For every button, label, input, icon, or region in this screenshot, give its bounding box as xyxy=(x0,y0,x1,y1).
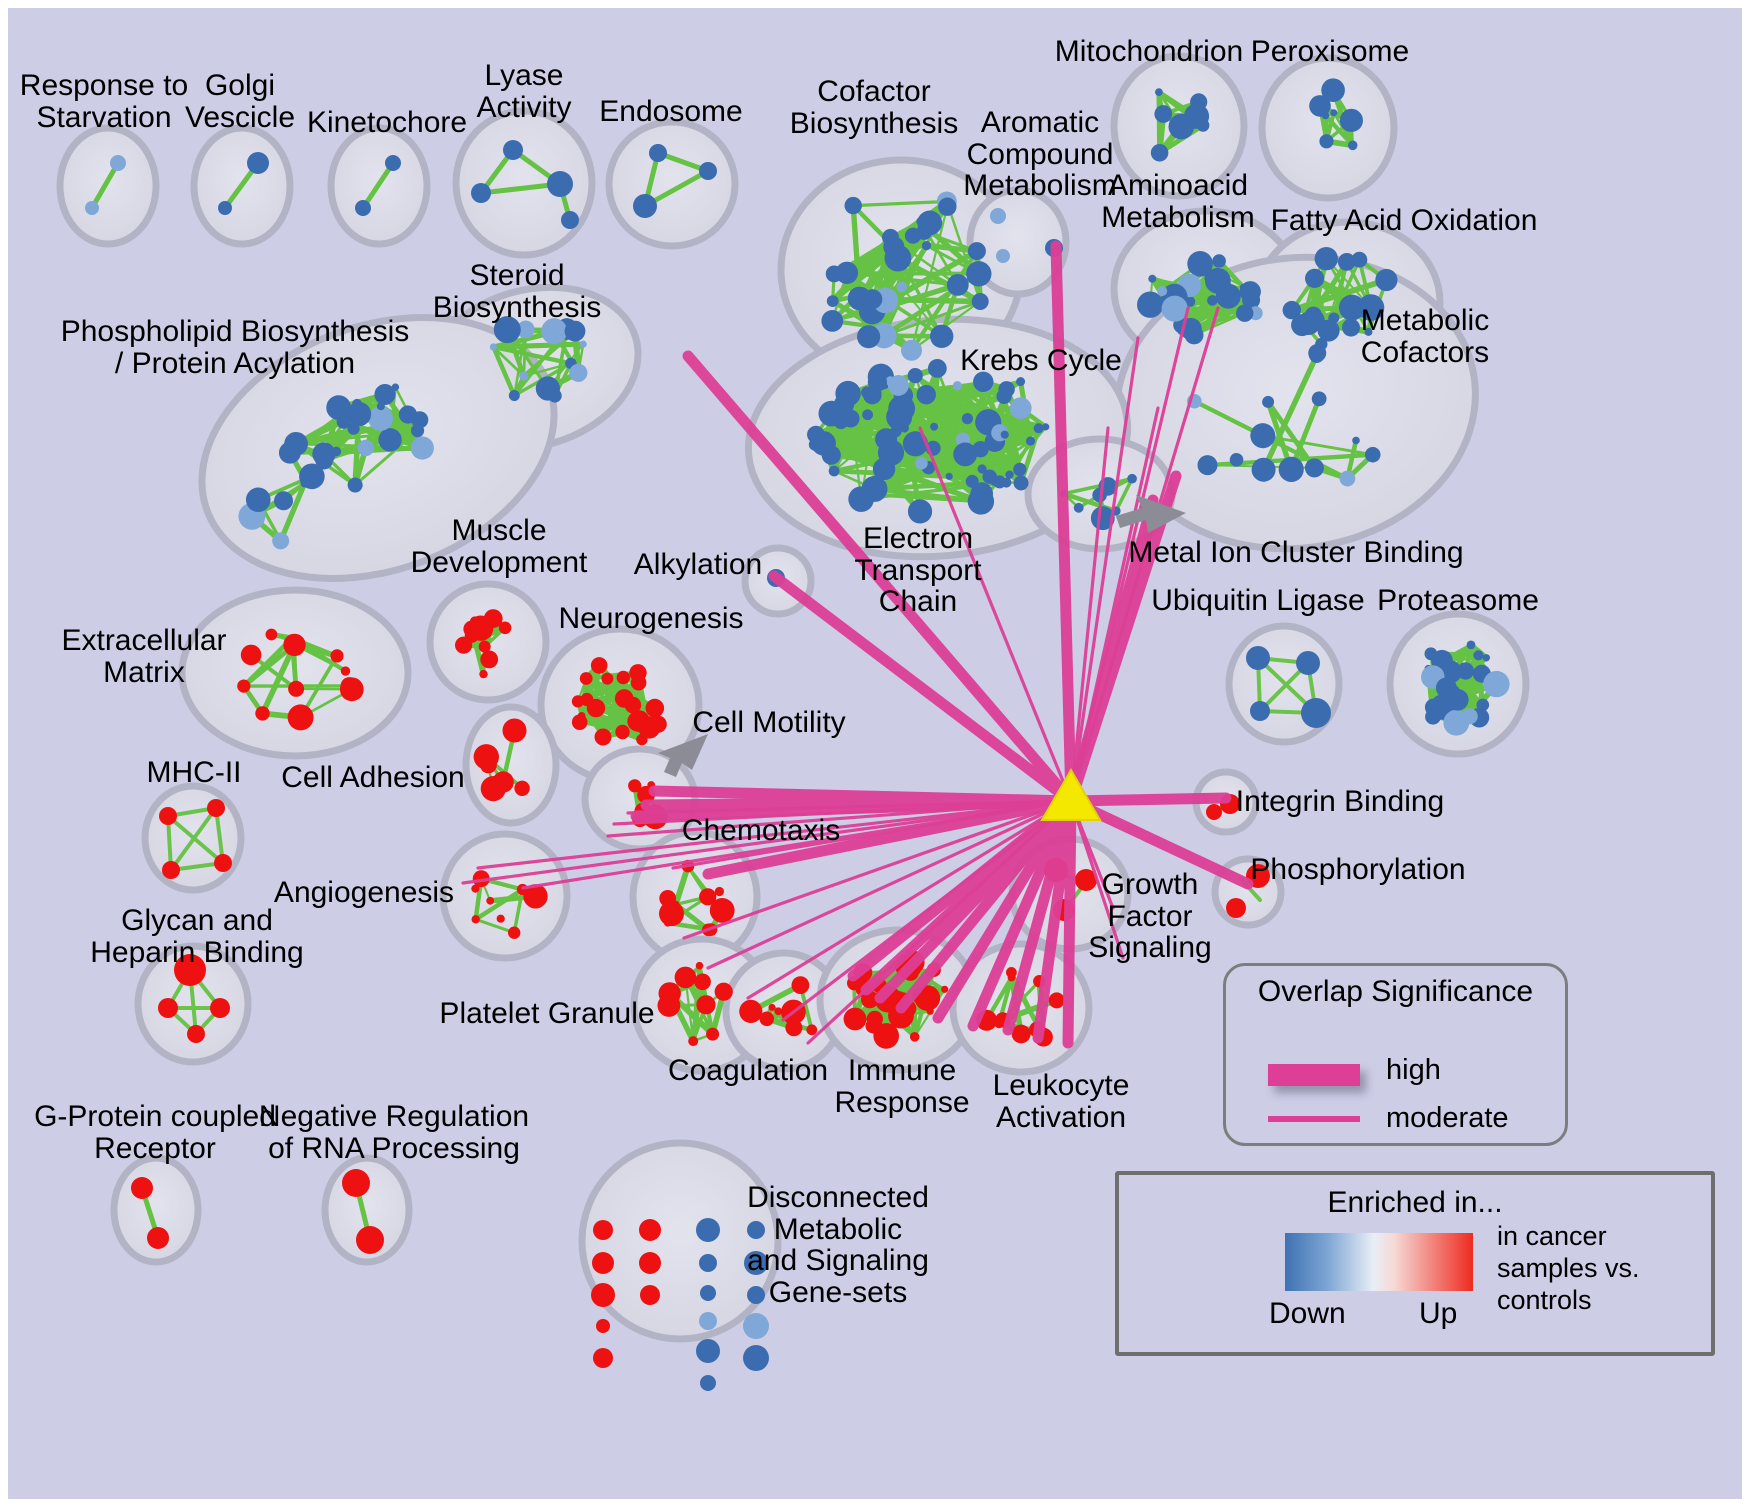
module-nodes xyxy=(455,609,512,679)
module-nodes xyxy=(473,718,530,802)
legend-overlap-title: Overlap Significance xyxy=(1257,975,1534,1008)
cluster-ellipses xyxy=(56,52,1530,1343)
legend-overlap-significance: Overlap Significance high moderate xyxy=(1223,963,1568,1146)
module-nodes xyxy=(489,316,588,403)
module-nodes xyxy=(1421,640,1510,736)
module-nodes xyxy=(131,1177,169,1249)
module-nodes xyxy=(278,383,434,493)
legend-enriched-note: in cancer samples vs. controls xyxy=(1497,1221,1640,1315)
legend-enriched-title: Enriched in... xyxy=(1327,1186,1503,1219)
module-nodes xyxy=(1309,78,1363,151)
module-nodes xyxy=(355,155,401,216)
module-nodes xyxy=(471,140,579,229)
module-nodes xyxy=(237,628,364,731)
module-nodes xyxy=(85,155,126,215)
module-nodes xyxy=(571,657,667,746)
legend-moderate-label: moderate xyxy=(1386,1102,1509,1134)
module-nodes xyxy=(342,1169,384,1254)
annotation-arrows xyxy=(658,495,1186,777)
module-nodes xyxy=(633,144,717,218)
module-nodes xyxy=(807,358,1050,524)
legend-high-swatch xyxy=(1268,1064,1360,1086)
scale-up-label: Up xyxy=(1419,1297,1458,1330)
module-nodes xyxy=(821,191,992,361)
module-nodes xyxy=(238,463,325,550)
scale-down-label: Down xyxy=(1269,1297,1346,1330)
legend-moderate-swatch xyxy=(1268,1116,1360,1122)
network-graph xyxy=(56,52,1530,1391)
module-nodes xyxy=(218,152,269,215)
module-nodes xyxy=(1282,247,1398,351)
module-nodes xyxy=(158,954,230,1043)
legend-high-label: high xyxy=(1386,1054,1441,1086)
module-nodes xyxy=(1150,88,1210,162)
module-subnetworks xyxy=(85,78,1510,1391)
colon-cancer-hub-node[interactable] xyxy=(1040,768,1102,821)
enrichment-color-scale xyxy=(1285,1233,1473,1291)
disease-gene-edges xyxy=(461,240,1254,1049)
module-nodes xyxy=(159,799,232,879)
legend-enriched-in: Enriched in... Down Up in cancer samples… xyxy=(1115,1171,1715,1356)
module-nodes xyxy=(1246,646,1331,728)
module-nodes xyxy=(657,961,733,1047)
disconnected-gene-set-nodes xyxy=(591,1218,769,1391)
module-nodes xyxy=(1137,251,1263,345)
